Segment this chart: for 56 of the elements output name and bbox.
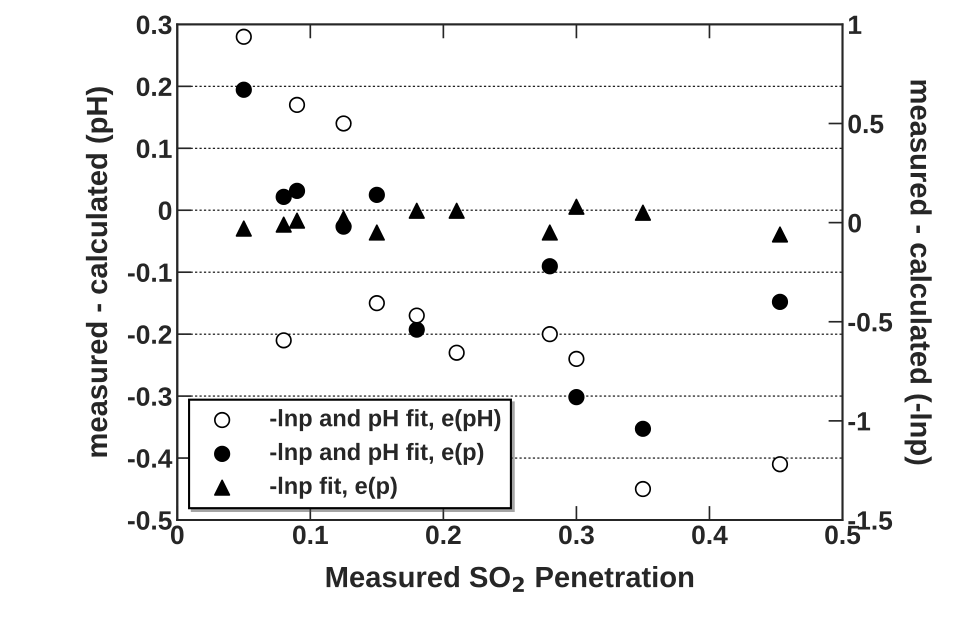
- y-tick-label: 0.3: [136, 16, 172, 34]
- point: [408, 202, 425, 219]
- point: [276, 216, 292, 233]
- point: [408, 307, 425, 324]
- point: [288, 96, 306, 114]
- point: [568, 350, 585, 368]
- point: [772, 226, 788, 243]
- point: [368, 295, 385, 312]
- point: [634, 420, 652, 437]
- point: [634, 480, 652, 498]
- y-tick-label: -0.5: [128, 511, 172, 530]
- x-tick-label: 0.4: [692, 526, 728, 544]
- legend-label: -lnp and pH fit, e(pH): [270, 409, 500, 432]
- y2-axis-title: measured - calculated (-lnp): [904, 80, 932, 464]
- x-tick-label: 0.2: [426, 526, 461, 544]
- point: [448, 202, 465, 219]
- legend-label: -lnp and pH fit, e(p): [270, 442, 484, 465]
- y2-tick-label: 1: [849, 16, 862, 34]
- point: [408, 322, 425, 338]
- point: [542, 326, 558, 342]
- point: [236, 220, 252, 237]
- point: [276, 332, 292, 348]
- point: [236, 28, 252, 45]
- y2-tick-label: -1: [848, 412, 870, 430]
- y-tick-label: -0.1: [128, 263, 172, 282]
- y-tick-label: -0.4: [128, 449, 172, 468]
- point: [568, 198, 585, 215]
- y2-tick-label: 0.5: [848, 114, 884, 134]
- y2-tick-label: -0.5: [848, 312, 892, 332]
- point: [568, 388, 585, 406]
- y-axis-title: measured - calculated (pH): [86, 87, 114, 457]
- point: [335, 115, 352, 132]
- x-axis-title: Measured SO$_{2}$ Penetration: [326, 566, 694, 592]
- y2-tick-label: 0: [848, 214, 861, 232]
- point: [542, 224, 558, 241]
- point: [772, 456, 788, 472]
- point: [288, 212, 306, 229]
- x-tick-label: 0.1: [293, 526, 328, 544]
- point: [236, 82, 252, 98]
- y-tick-label: 0.2: [136, 77, 172, 96]
- y-tick-label: -0.3: [128, 387, 172, 406]
- y-tick-label: 0.1: [136, 139, 172, 158]
- x-tick-label: 0: [170, 526, 184, 544]
- point: [368, 186, 385, 203]
- y-tick-label: -0.2: [128, 325, 172, 344]
- point: [634, 204, 652, 221]
- y-tick-label: 0: [158, 201, 172, 220]
- point: [288, 182, 306, 200]
- x-tick-label: 0.3: [559, 526, 594, 544]
- point: [772, 294, 788, 310]
- point: [335, 210, 352, 227]
- point: [448, 344, 465, 361]
- point: [368, 224, 385, 241]
- point: [276, 188, 292, 205]
- legend-label: -lnp fit, e(p): [270, 476, 397, 499]
- point: [542, 258, 558, 274]
